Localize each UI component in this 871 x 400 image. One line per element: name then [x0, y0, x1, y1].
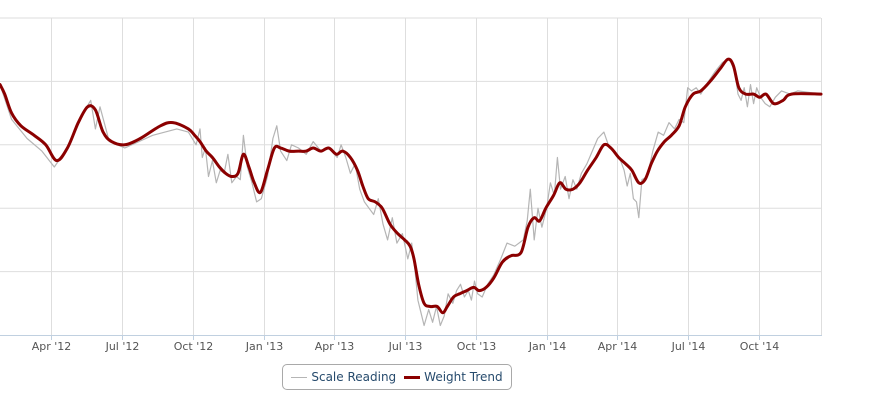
x-tick-label: Apr '14 [598, 340, 638, 353]
scale-reading-swatch [291, 376, 308, 378]
legend-item-scale-reading[interactable]: Scale Reading [291, 370, 396, 384]
grid-layer [0, 17, 822, 335]
x-axis: Apr '12 Jul '12 Oct '12 Jan '13 Apr '13 Jul '… [0, 335, 822, 353]
x-tick-label: Oct '14 [740, 340, 780, 353]
chart-legend: Scale Reading Weight Trend [282, 364, 512, 390]
x-tick-label: Oct '13 [457, 340, 497, 353]
x-tick-label: Jul '13 [388, 340, 423, 353]
x-tick-label: Jul '14 [671, 340, 706, 353]
legend-item-weight-trend[interactable]: Weight Trend [404, 370, 503, 384]
series-layer [0, 57, 823, 327]
x-tick-label: Jan '14 [528, 340, 566, 353]
x-tick-label: Jan '13 [245, 340, 283, 353]
weight-trend-swatch [404, 375, 421, 379]
legend-label-weight-trend: Weight Trend [424, 370, 503, 384]
legend-label-scale-reading: Scale Reading [311, 370, 397, 384]
x-tick-label: Apr '12 [32, 340, 72, 353]
weight-trend-line [0, 57, 823, 315]
x-tick-label: Jul '12 [105, 340, 140, 353]
scale-reading-line [0, 58, 822, 327]
x-tick-label: Oct '12 [174, 340, 214, 353]
x-tick-label: Apr '13 [315, 340, 355, 353]
